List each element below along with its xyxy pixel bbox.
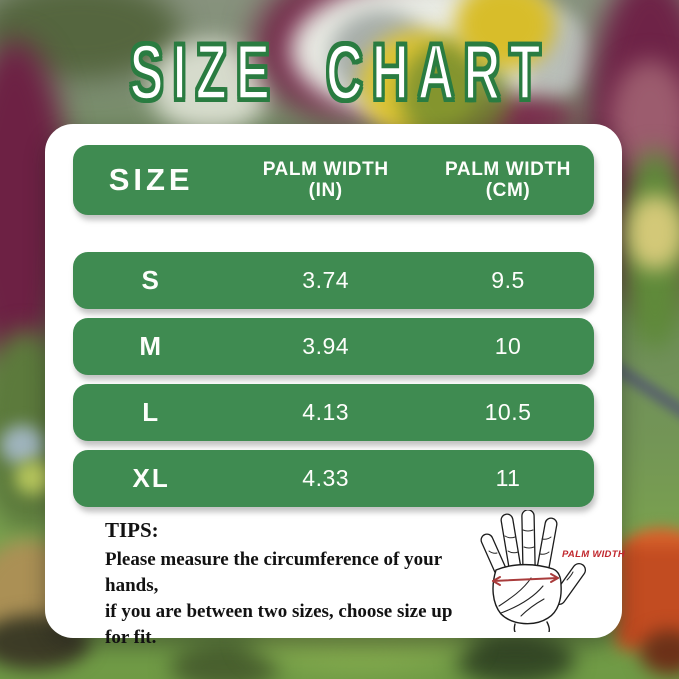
pale-yellow-flower-blur bbox=[625, 195, 679, 270]
column-header-palm-width-cm: PALM WIDTH (CM) bbox=[422, 159, 594, 202]
tips-line-1: Please measure the circumference of your… bbox=[105, 549, 442, 596]
table-header-row: SIZE PALM WIDTH (IN) PALM WIDTH (CM) bbox=[73, 145, 594, 215]
size-cell: M bbox=[139, 331, 163, 361]
palm-width-cm-cell: 10.5 bbox=[484, 399, 532, 425]
palm-width-cm-cell: 10 bbox=[494, 333, 522, 359]
page-title: SIZE CHART bbox=[128, 26, 550, 118]
grass-dark-patch bbox=[455, 635, 575, 679]
table-row: L 4.13 10.5 bbox=[73, 384, 594, 441]
table-row: S 3.74 9.5 bbox=[73, 252, 594, 309]
palm-width-in-cell: 4.33 bbox=[302, 465, 350, 491]
blue-flower-blur bbox=[0, 425, 45, 465]
column-header-line: PALM WIDTH bbox=[262, 158, 389, 180]
palm-width-label: PALM WIDTH bbox=[562, 549, 626, 560]
tips-line-2: if you are between two sizes, choose siz… bbox=[105, 601, 453, 648]
size-cell: S bbox=[141, 265, 161, 295]
palm-width-in-cell: 3.94 bbox=[302, 333, 350, 359]
tips-section: TIPS: Please measure the circumference o… bbox=[105, 518, 475, 651]
table-row: M 3.94 10 bbox=[73, 318, 594, 375]
size-chart-card: SIZE PALM WIDTH (IN) PALM WIDTH (CM) S 3… bbox=[45, 124, 626, 648]
white-flowers-blur bbox=[150, 40, 270, 135]
tips-heading: TIPS: bbox=[105, 518, 159, 542]
column-header-line: (CM) bbox=[485, 180, 531, 201]
hand-illustration: PALM WIDTH bbox=[465, 509, 630, 633]
column-header-palm-width-in: PALM WIDTH (IN) bbox=[229, 159, 422, 202]
yellow-flowers-blur bbox=[455, 0, 555, 70]
column-header-line: PALM WIDTH bbox=[445, 158, 571, 180]
palm-width-arrow bbox=[492, 573, 559, 586]
palm-width-diagram-icon: PALM WIDTH bbox=[480, 509, 626, 633]
size-cell: XL bbox=[132, 463, 170, 493]
column-header-line: (IN) bbox=[308, 180, 343, 201]
page-title-wrap: SIZE CHART bbox=[0, 26, 679, 118]
palm-width-cm-cell: 9.5 bbox=[491, 267, 525, 293]
size-cell: L bbox=[142, 397, 161, 427]
palm-width-in-cell: 4.13 bbox=[302, 399, 350, 425]
palm-width-cm-cell: 11 bbox=[495, 465, 521, 491]
table-row: XL 4.33 11 bbox=[73, 450, 594, 507]
palm-width-in-cell: 3.74 bbox=[302, 267, 350, 293]
column-header-size: SIZE bbox=[108, 161, 194, 197]
